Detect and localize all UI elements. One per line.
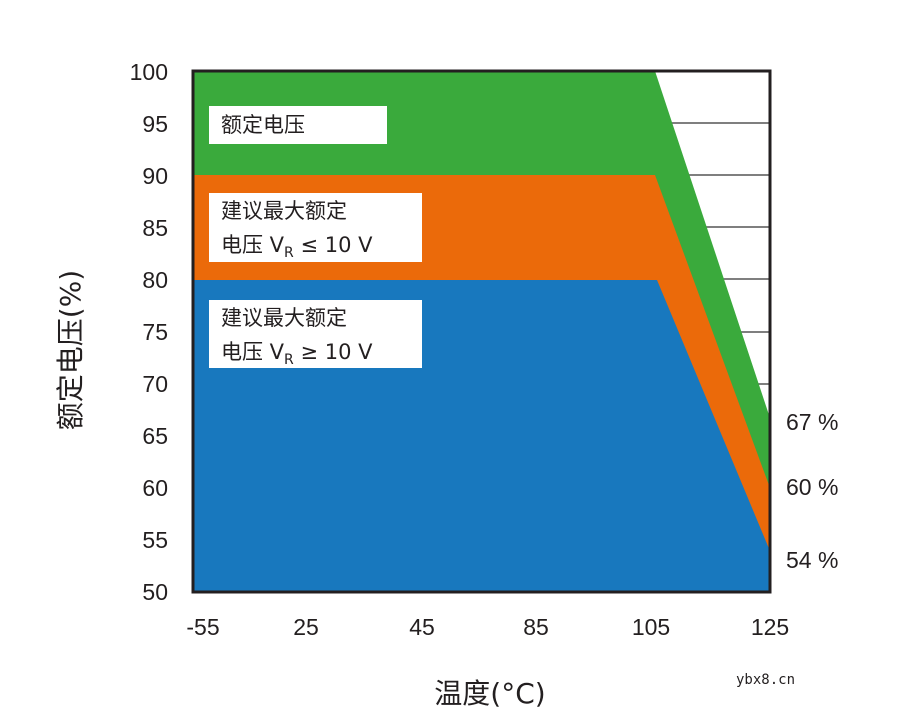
end-label-high-vr: 54 % [786,547,839,573]
y-tick: 50 [142,579,168,605]
x-tick: -55 [186,614,220,640]
y-tick: 60 [142,475,168,501]
watermark: ybx8.cn [736,672,796,688]
y-tick: 75 [142,319,168,345]
y-tick: 100 [129,59,168,85]
y-tick: 85 [142,215,168,241]
legend-box-low-vr: 建议最大额定 电压 VR ≤ 10 V [209,193,422,262]
x-axis-label: 温度(°C) [434,677,546,710]
x-tick: 45 [409,614,435,640]
x-tick: 125 [750,614,790,640]
y-tick: 90 [142,163,168,189]
y-tick: 70 [142,371,168,397]
x-tick: 25 [293,614,319,640]
legend-text-high-line1: 建议最大额定 [221,306,347,330]
legend-text-high-line2: 电压 VR ≥ 10 V [221,340,373,368]
y-tick: 80 [142,267,168,293]
end-label-rated: 67 % [786,409,839,435]
legend-box-rated: 额定电压 [209,106,387,144]
y-tick: 55 [142,527,168,553]
legend-box-high-vr: 建议最大额定 电压 VR ≥ 10 V [209,300,422,368]
y-tick: 65 [142,423,168,449]
legend-text-low-line2: 电压 VR ≤ 10 V [221,233,373,261]
legend-text-low-line1: 建议最大额定 [221,199,347,223]
x-tick: 105 [631,614,671,640]
legend-text-rated: 额定电压 [221,113,305,137]
y-tick: 95 [142,111,168,137]
x-tick: 85 [523,614,549,640]
end-label-low-vr: 60 % [786,474,839,500]
plot-frame [191,69,772,594]
y-axis-label: 额定电压(%) [54,269,87,431]
